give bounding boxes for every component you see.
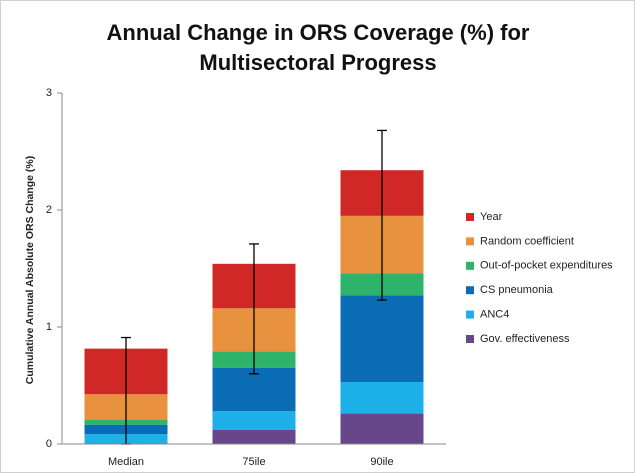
legend-label: Year <box>480 211 503 223</box>
legend-swatch <box>466 213 474 221</box>
legend-swatch <box>466 286 474 295</box>
chart-title: Annual Change in ORS Coverage (%) for Mu… <box>106 20 530 75</box>
y-tick-label: 3 <box>46 87 52 99</box>
x-tick-label: 90ile <box>370 456 393 468</box>
legend-label: CS pneumonia <box>480 284 554 296</box>
bar-segment <box>212 429 296 444</box>
legend-swatch <box>466 310 474 319</box>
legend-swatch <box>466 237 474 246</box>
y-axis-label: Cumulative Annual Absolute ORS Change (%… <box>24 156 36 385</box>
bar-segment <box>340 295 424 382</box>
bar-segment <box>212 367 296 412</box>
x-tick-label: Median <box>108 456 144 468</box>
legend-label: Out-of-pocket expenditures <box>480 260 613 272</box>
y-tick-label: 0 <box>46 438 52 450</box>
bar-segment <box>340 413 424 444</box>
legend-label: ANC4 <box>480 309 509 321</box>
legend-label: Random coefficient <box>480 235 574 247</box>
legend-swatch <box>466 261 474 270</box>
legend-label: Gov. effectiveness <box>480 333 570 345</box>
y-tick-label: 2 <box>46 204 52 216</box>
legend-swatch <box>466 335 474 343</box>
x-tick-label: 75ile <box>242 456 265 468</box>
bar-segment <box>340 381 424 414</box>
bar-segment <box>212 411 296 430</box>
y-tick-label: 1 <box>46 321 52 333</box>
